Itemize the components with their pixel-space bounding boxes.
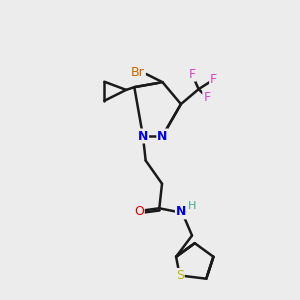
Text: F: F [210, 73, 217, 86]
Text: O: O [134, 205, 144, 218]
Text: F: F [203, 91, 210, 104]
Text: F: F [188, 68, 195, 81]
Text: H: H [188, 201, 196, 212]
Text: N: N [176, 205, 186, 218]
Text: S: S [176, 269, 184, 282]
Text: N: N [157, 130, 168, 142]
Text: Br: Br [131, 66, 145, 79]
Text: N: N [138, 130, 148, 142]
